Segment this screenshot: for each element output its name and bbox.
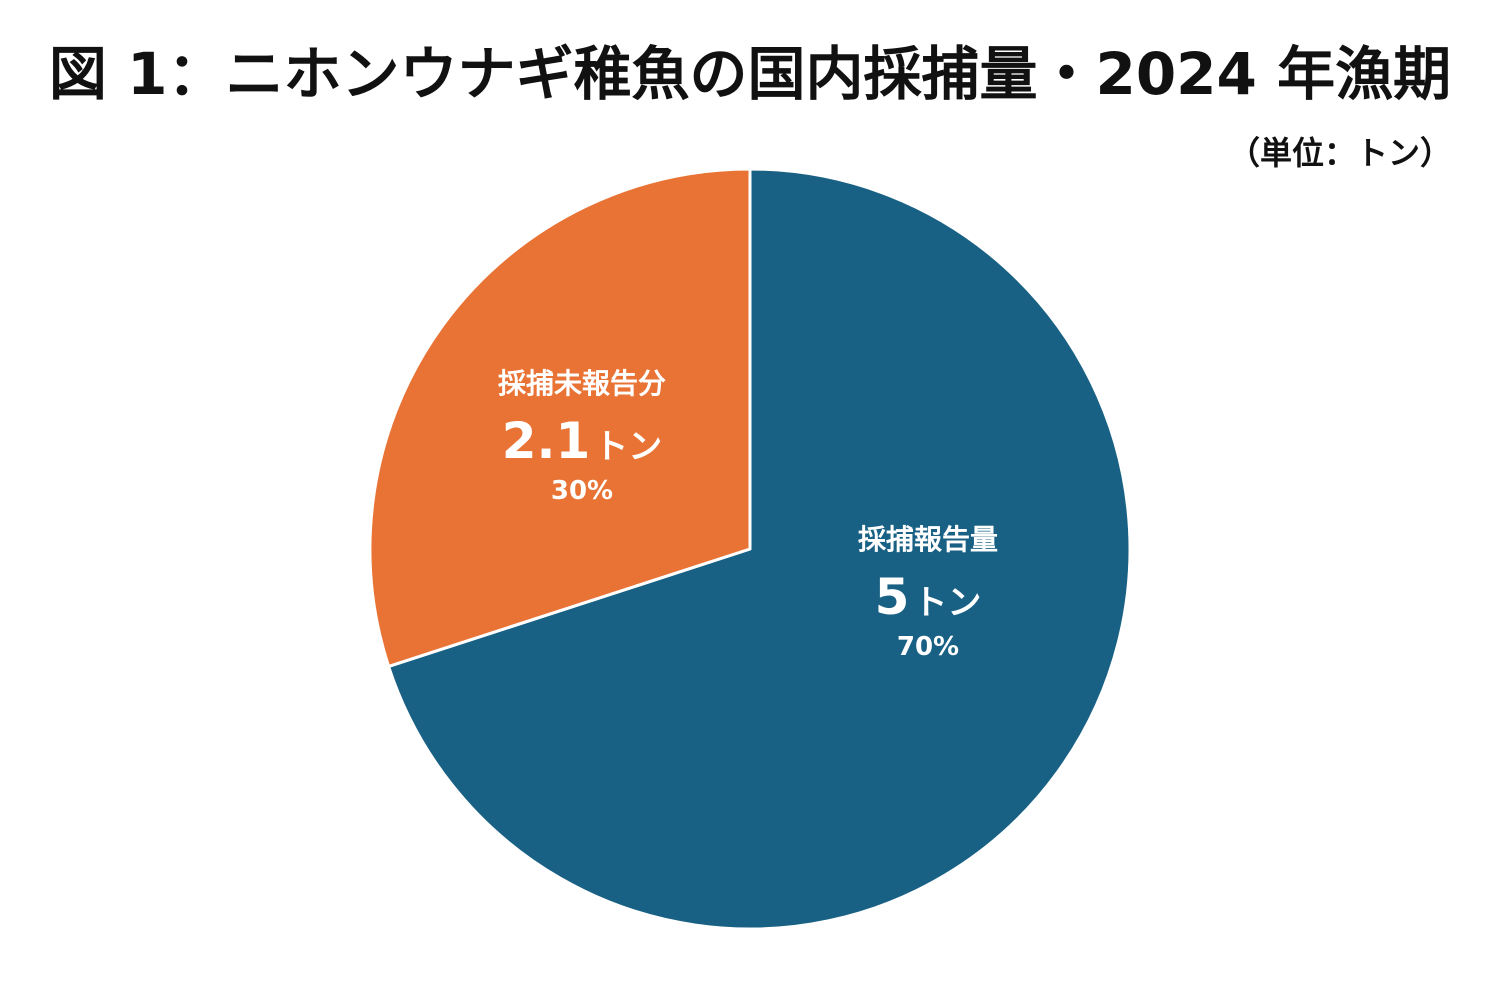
slice-percent-1: 70%: [897, 632, 959, 662]
slice-label-2: 採捕未報告分: [498, 367, 666, 400]
slice-value-2: 2.1 トン: [502, 412, 663, 470]
slice-percent-2: 30%: [551, 476, 613, 506]
pie-slice-2: [368, 167, 752, 668]
unit-label: （単位：トン）: [1227, 134, 1452, 172]
chart-title: 図 1：ニホンウナギ稚魚の国内採捕量・2024 年漁期: [48, 40, 1452, 108]
slice-label-1: 採捕報告量: [858, 523, 998, 556]
pie-slice-1: [387, 167, 1132, 931]
slice-value-1: 5 トン: [875, 568, 982, 626]
